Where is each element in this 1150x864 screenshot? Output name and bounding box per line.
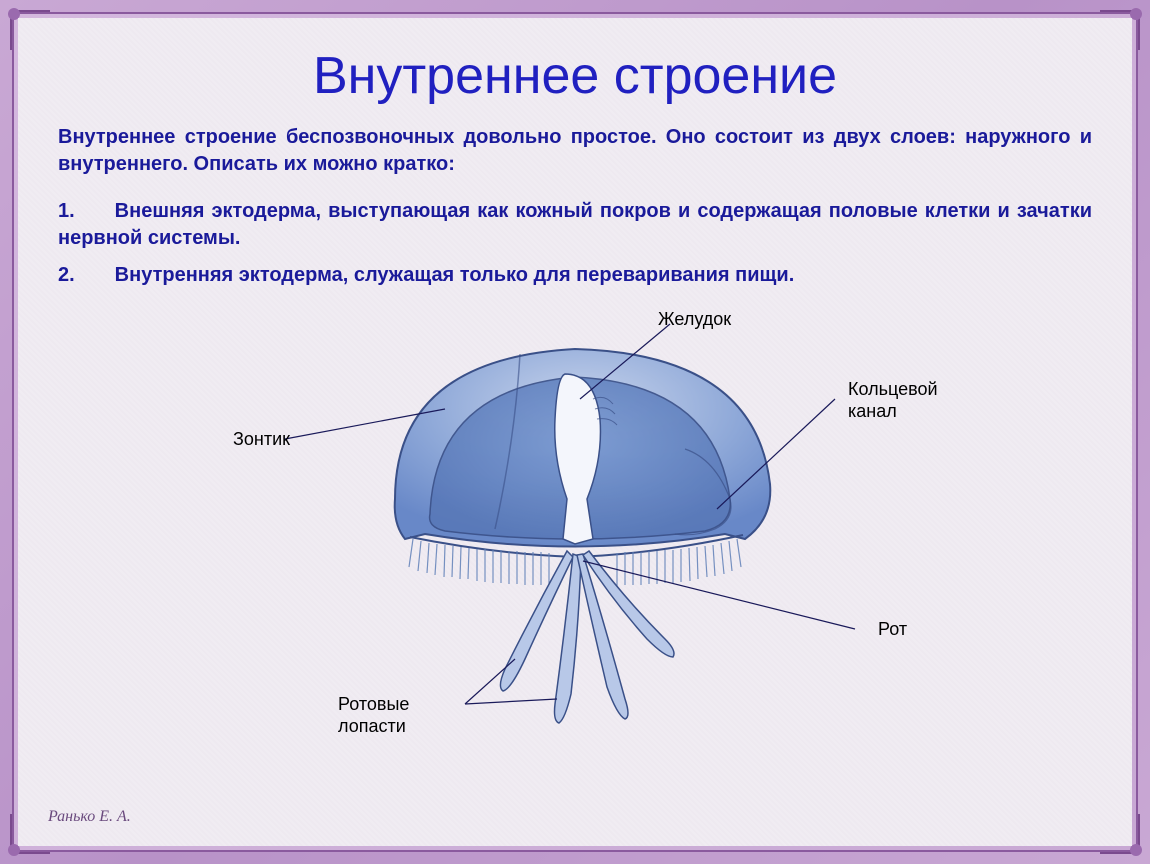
jellyfish-svg (215, 299, 935, 739)
label-rot: Рот (878, 619, 907, 640)
decorative-frame-border: Внутреннее строение Внутреннее строение … (12, 12, 1138, 852)
list-item-1: 1. Внешняя эктодерма, выступающая как ко… (58, 198, 1092, 252)
decorative-frame-outer: Внутреннее строение Внутреннее строение … (0, 0, 1150, 864)
slide-title: Внутреннее строение (58, 46, 1092, 106)
author-signature: Ранько Е. А. (48, 808, 131, 826)
label-kolcevoy-kanal: Кольцевой канал (848, 379, 958, 422)
slide-content: Внутреннее строение Внутреннее строение … (18, 18, 1132, 846)
label-zontik: Зонтик (233, 429, 290, 450)
label-rotovye-lopasti: Ротовые лопасти (338, 694, 428, 737)
list-item-2: 2. Внутренняя эктодерма, служащая только… (58, 262, 1092, 289)
intro-paragraph: Внутреннее строение беспозвоночных довол… (58, 124, 1092, 178)
label-zheludok: Желудок (658, 309, 731, 330)
jellyfish-diagram: Зонтик Желудок Кольцевой канал Рот Ротов… (58, 299, 1092, 739)
